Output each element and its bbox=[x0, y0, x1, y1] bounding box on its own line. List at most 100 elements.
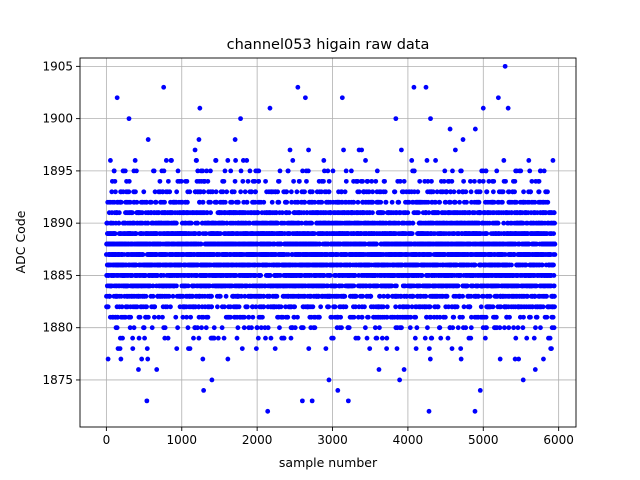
data-point bbox=[310, 304, 316, 310]
data-point bbox=[451, 314, 457, 320]
data-point bbox=[132, 158, 138, 163]
data-point bbox=[460, 293, 466, 299]
data-point bbox=[224, 189, 230, 195]
data-point bbox=[272, 346, 278, 351]
data-point bbox=[384, 304, 390, 310]
data-point bbox=[424, 158, 430, 163]
data-point bbox=[426, 346, 432, 351]
data-point bbox=[389, 199, 395, 205]
data-point bbox=[326, 178, 332, 184]
data-point bbox=[374, 335, 380, 341]
data-point bbox=[393, 283, 399, 289]
data-point bbox=[437, 199, 443, 205]
data-point bbox=[145, 314, 151, 320]
data-point bbox=[140, 252, 146, 257]
data-point bbox=[276, 178, 282, 184]
data-point bbox=[235, 325, 241, 331]
data-point bbox=[109, 189, 115, 195]
data-point bbox=[294, 189, 300, 195]
data-point bbox=[429, 335, 435, 341]
data-point bbox=[309, 189, 315, 195]
data-point bbox=[367, 346, 373, 351]
data-point bbox=[305, 168, 311, 174]
data-point bbox=[323, 346, 329, 351]
data-point bbox=[196, 137, 202, 142]
data-point bbox=[145, 137, 151, 142]
data-point bbox=[222, 199, 228, 205]
data-point bbox=[433, 158, 438, 163]
data-point bbox=[455, 283, 461, 289]
data-point bbox=[302, 199, 308, 205]
data-point bbox=[137, 314, 143, 320]
data-point bbox=[242, 314, 247, 320]
data-point bbox=[168, 304, 173, 310]
data-point bbox=[249, 325, 254, 331]
data-point bbox=[160, 189, 166, 195]
data-point bbox=[235, 199, 241, 205]
data-point bbox=[208, 210, 214, 216]
data-point bbox=[151, 314, 157, 320]
data-point bbox=[365, 314, 371, 320]
data-point bbox=[131, 325, 137, 331]
data-point bbox=[401, 367, 407, 372]
data-point bbox=[269, 199, 275, 205]
data-point bbox=[374, 241, 379, 247]
data-point bbox=[256, 178, 262, 184]
data-point bbox=[468, 325, 474, 331]
data-point bbox=[284, 189, 290, 195]
data-point bbox=[370, 210, 375, 216]
data-point bbox=[316, 314, 322, 320]
data-point bbox=[319, 199, 325, 205]
data-point bbox=[288, 189, 294, 195]
data-point bbox=[123, 314, 128, 320]
data-point bbox=[295, 314, 300, 320]
data-point bbox=[155, 273, 160, 278]
data-point bbox=[175, 168, 181, 174]
data-point bbox=[379, 335, 385, 341]
data-point bbox=[467, 304, 473, 310]
data-point bbox=[351, 314, 357, 320]
data-point bbox=[240, 178, 246, 184]
data-point bbox=[460, 314, 465, 320]
data-point bbox=[211, 325, 217, 331]
data-point bbox=[127, 199, 133, 205]
data-point bbox=[116, 210, 122, 216]
data-point bbox=[407, 325, 413, 331]
data-point bbox=[150, 283, 156, 289]
data-point bbox=[152, 304, 158, 310]
data-point bbox=[263, 335, 268, 341]
data-point bbox=[244, 199, 250, 205]
data-point bbox=[419, 273, 425, 278]
data-point bbox=[108, 158, 113, 163]
data-point bbox=[346, 325, 352, 331]
data-point bbox=[450, 325, 456, 331]
data-point bbox=[382, 189, 388, 195]
data-point bbox=[265, 325, 271, 331]
data-point bbox=[451, 189, 457, 195]
data-point bbox=[373, 178, 379, 184]
data-point bbox=[143, 293, 149, 299]
data-point bbox=[136, 367, 141, 372]
data-point bbox=[247, 168, 253, 174]
data-point bbox=[161, 273, 167, 278]
data-point bbox=[360, 178, 365, 184]
data-point bbox=[188, 220, 194, 226]
data-point bbox=[413, 314, 419, 320]
data-point bbox=[415, 189, 421, 195]
data-point bbox=[156, 314, 162, 320]
data-point bbox=[458, 168, 464, 174]
data-point bbox=[165, 178, 171, 184]
data-point bbox=[460, 137, 466, 142]
data-point bbox=[128, 314, 134, 320]
data-point bbox=[134, 199, 140, 205]
data-point bbox=[208, 168, 213, 174]
data-point bbox=[343, 168, 349, 174]
data-point bbox=[215, 304, 220, 310]
data-point bbox=[107, 293, 113, 299]
data-point bbox=[370, 189, 376, 195]
data-point bbox=[221, 178, 227, 184]
data-point bbox=[291, 178, 296, 184]
data-point bbox=[425, 325, 430, 331]
data-point bbox=[396, 199, 402, 205]
data-point bbox=[187, 189, 193, 195]
